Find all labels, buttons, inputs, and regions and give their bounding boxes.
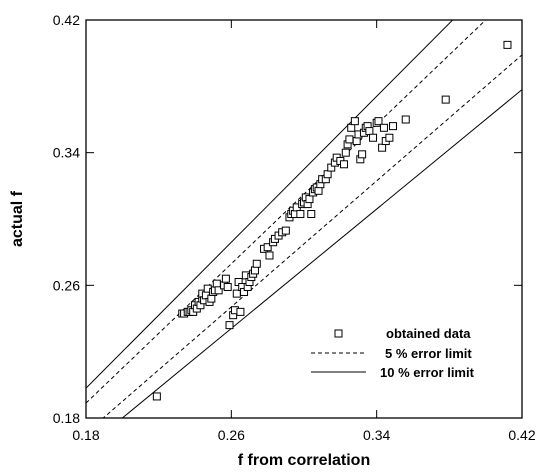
- data-point: [401, 115, 410, 124]
- data-points: [152, 40, 512, 401]
- data-point: [225, 321, 234, 330]
- data-point: [379, 123, 388, 132]
- data-point: [252, 259, 261, 268]
- data-point: [250, 266, 259, 275]
- y-axis-title: actual f: [9, 190, 26, 247]
- data-point: [352, 137, 361, 146]
- error-line-5pct-lower: [102, 54, 522, 418]
- x-axis-title: f from correlation: [238, 452, 370, 469]
- data-point: [307, 210, 316, 219]
- data-point: [232, 289, 241, 298]
- data-point: [441, 95, 450, 104]
- data-point: [296, 210, 305, 219]
- x-tick-label: 0.26: [218, 427, 245, 443]
- legend-marker-obtained-data: [334, 329, 343, 338]
- y-tick-label: 0.18: [53, 410, 80, 426]
- data-point: [347, 123, 356, 132]
- data-point: [263, 243, 272, 252]
- data-point: [341, 148, 350, 157]
- data-point: [265, 251, 274, 260]
- data-point: [378, 143, 387, 152]
- data-point: [369, 133, 378, 142]
- error-line-10pct-lower: [121, 89, 522, 418]
- data-point: [345, 135, 354, 144]
- legend-label-5pct-error: 5 % error limit: [385, 346, 472, 361]
- data-point: [223, 282, 232, 291]
- x-tick-label: 0.42: [508, 427, 535, 443]
- data-point: [207, 294, 216, 303]
- data-point: [314, 186, 323, 195]
- legend-label-obtained-data: obtained data: [386, 326, 471, 341]
- data-point: [358, 150, 367, 159]
- error-line-10pct-upper: [86, 20, 454, 389]
- data-point: [212, 279, 221, 288]
- data-point: [152, 392, 161, 401]
- data-point: [281, 226, 290, 235]
- legend: obtained data 5 % error limit 10 % error…: [311, 326, 475, 380]
- data-point: [214, 286, 223, 295]
- data-point: [385, 133, 394, 142]
- plot-frame: [85, 19, 523, 419]
- data-point: [503, 40, 512, 49]
- axis-ticks: 0.18 0.26 0.34 0.42 0.18 0.26 0.34 0.42: [53, 12, 536, 443]
- data-point: [323, 170, 332, 179]
- data-point: [350, 117, 359, 126]
- y-tick-label: 0.42: [53, 12, 80, 28]
- data-point: [221, 274, 230, 283]
- x-tick-label: 0.18: [72, 427, 99, 443]
- data-point: [365, 127, 374, 136]
- y-tick-label: 0.26: [53, 277, 80, 293]
- data-point: [389, 122, 398, 131]
- data-point: [236, 307, 245, 316]
- data-point: [339, 160, 348, 169]
- data-point: [305, 195, 314, 204]
- error-limit-lines: [86, 20, 522, 418]
- x-tick-label: 0.34: [363, 427, 390, 443]
- y-tick-label: 0.34: [53, 145, 80, 161]
- data-point: [374, 117, 383, 126]
- legend-label-10pct-error: 10 % error limit: [380, 365, 475, 380]
